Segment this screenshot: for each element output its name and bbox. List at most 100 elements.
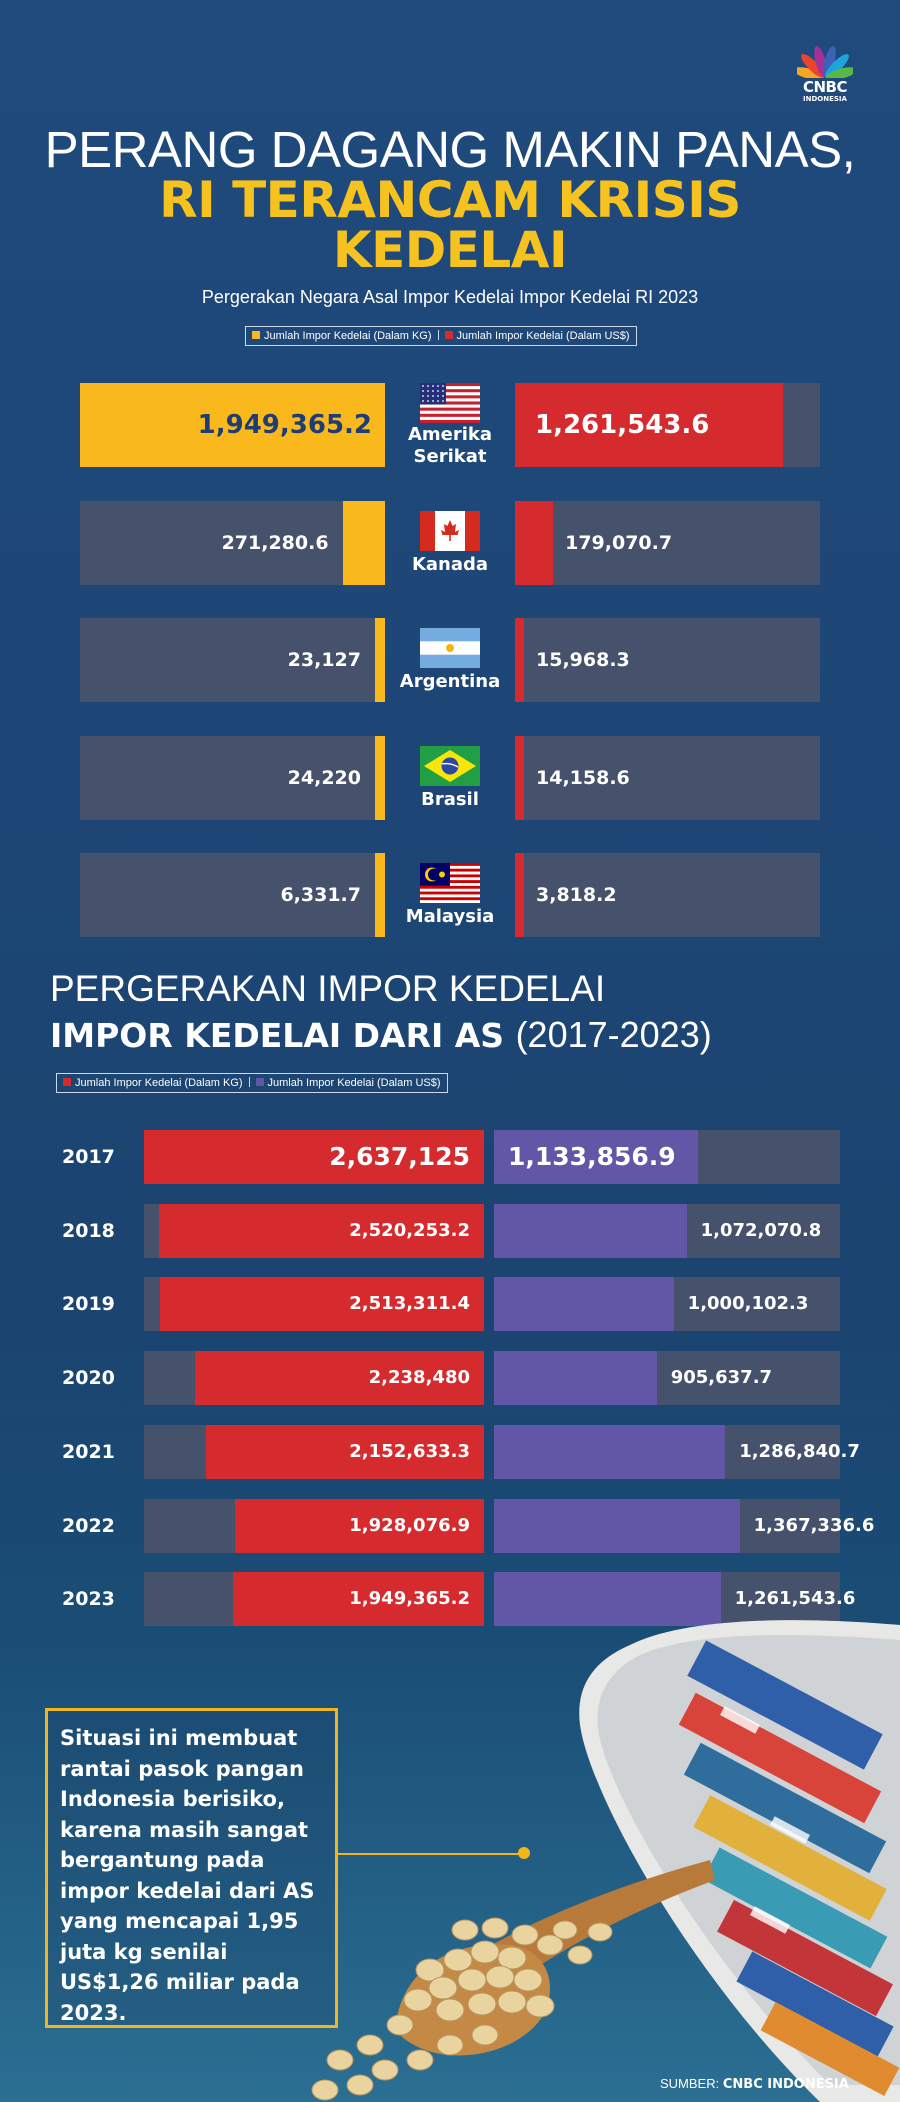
value-label-usd: 1,000,102.3 — [687, 1293, 809, 1315]
malaysia-flag — [420, 863, 480, 903]
year-row: 2019 2,513,311.4 1,000,102.3 — [0, 1277, 900, 1332]
bar-track-usd — [515, 853, 820, 937]
value-label-kg: 23,127 — [287, 649, 361, 671]
country-name: Malaysia — [405, 906, 495, 927]
value-label-usd: 15,968.3 — [536, 649, 630, 671]
bar-usd — [515, 735, 524, 820]
logo-text: CNBC — [802, 78, 848, 96]
note-leader-dot — [518, 1847, 530, 1859]
bar-track-kg — [80, 735, 385, 820]
value-label-kg: 2,238,480 — [368, 1367, 470, 1389]
value-label-kg: 1,949,365.2 — [349, 1588, 470, 1610]
year-label: 2018 — [62, 1219, 115, 1242]
bar-kg — [195, 1351, 484, 1406]
bar-kg — [80, 383, 385, 467]
year-label: 2019 — [62, 1293, 115, 1316]
section2-title-line-1: PERGERAKAN IMPOR KEDELAI — [50, 968, 606, 1009]
containers — [678, 1640, 900, 2096]
bar-kg — [232, 1572, 484, 1627]
bar-track-kg — [80, 853, 385, 937]
year-row: 2023 1,949,365.2 1,261,543.6 — [0, 1572, 900, 1627]
legend-swatch-kg — [252, 331, 260, 339]
chart2-legend: Jumlah Impor Kedelai (Dalam KG) Jumlah Im… — [56, 1073, 448, 1093]
value-label-usd: 905,637.7 — [670, 1367, 773, 1389]
source-prefix: SUMBER: — [660, 2076, 720, 2091]
country-name: Argentina — [399, 671, 501, 692]
bar-track-usd — [515, 500, 820, 585]
bar-kg — [144, 1130, 484, 1184]
year-label: 2021 — [62, 1440, 115, 1463]
bar-track-kg — [80, 618, 385, 702]
bar-kg — [159, 1203, 484, 1258]
value-label-kg: 6,331.7 — [280, 884, 361, 906]
bar-kg — [206, 1424, 484, 1479]
value-label-usd: 3,818.2 — [536, 884, 617, 906]
title-line-1: PERANG DAGANG MAKIN PANAS, — [44, 121, 856, 178]
year-row: 2018 2,520,253.2 1,072,070.8 — [0, 1203, 900, 1258]
bar-usd — [494, 1203, 687, 1258]
soybeans-illustration — [311, 1860, 715, 2101]
us-flag — [420, 383, 480, 423]
year-label: 2020 — [62, 1367, 115, 1390]
bar-kg — [342, 500, 385, 585]
logo-subtext: INDONESIA — [803, 95, 847, 103]
bar-usd — [515, 383, 784, 467]
value-label-usd: 1,367,336.6 — [753, 1514, 875, 1536]
country-row: 6,331.7 3,818.2 Malaysia — [0, 853, 900, 937]
legend-swatch-usd — [444, 331, 453, 339]
bar-usd — [494, 1277, 674, 1332]
legend-label-usd: Jumlah Impor Kedelai (Dalam US$) — [456, 330, 630, 342]
value-label-usd: 1,261,543.6 — [734, 1588, 856, 1610]
bar-track-usd — [515, 618, 820, 702]
legend-label-kg: Jumlah Impor Kedelai (Dalam KG) — [75, 1077, 243, 1089]
value-label-kg: 1,928,076.9 — [349, 1514, 470, 1536]
title-line-2: RI TERANCAM KRISIS — [159, 171, 741, 229]
value-label-usd: 1,261,543.6 — [535, 410, 710, 440]
value-label-kg: 271,280.6 — [221, 531, 329, 554]
value-label-kg: 2,637,125 — [329, 1142, 470, 1171]
value-label-usd: 14,158.6 — [536, 766, 630, 789]
bar-kg — [375, 853, 385, 937]
title-line-3: KEDELAI — [332, 221, 568, 279]
year-row: 2017 2,637,125 1,133,856.9 — [0, 1130, 900, 1184]
container-ship-illustration — [579, 1620, 900, 2102]
bar-kg — [235, 1498, 484, 1553]
country-row: 24,220 14,158.6 Brasil — [0, 735, 900, 820]
country-row: 1,949,365.2 1,261,543.6 Amerika Serikat — [0, 383, 900, 467]
note-box: Situasi ini membuat rantai pasok pangan … — [45, 1708, 338, 2028]
year-label: 2017 — [62, 1146, 115, 1168]
legend-label-usd: Jumlah Impor Kedelai (Dalam US$) — [267, 1077, 441, 1089]
year-row: 2021 2,152,633.3 1,286,840.7 — [0, 1424, 900, 1479]
bar-usd — [515, 853, 524, 937]
country-row: 23,127 15,968.3 Argentina — [0, 618, 900, 702]
bar-usd — [494, 1572, 721, 1627]
source-credit: SUMBER: CNBC INDONESIA — [660, 2076, 849, 2092]
value-label-usd: 1,072,070.8 — [700, 1219, 822, 1241]
country-name: Kanada — [411, 553, 489, 575]
source-name: CNBC INDONESIA — [722, 2077, 849, 2092]
year-label: 2022 — [62, 1514, 115, 1537]
section2-years: (2017-2023) — [515, 1014, 712, 1055]
brazil-flag — [420, 745, 480, 786]
bar-kg — [375, 735, 385, 820]
year-row: 2020 2,238,480 905,637.7 — [0, 1351, 900, 1406]
year-row: 2022 1,928,076.9 1,367,336.6 — [0, 1498, 900, 1553]
value-label-kg: 2,520,253.2 — [349, 1219, 470, 1241]
bar-track-kg — [80, 500, 385, 585]
legend-label-kg: Jumlah Impor Kedelai (Dalam KG) — [264, 330, 432, 342]
section2-title-line-2: IMPOR KEDELAI DARI AS (2017-2023) — [50, 1013, 712, 1058]
bar-usd — [494, 1351, 657, 1406]
country-name: Amerika Serikat — [407, 424, 493, 467]
country-name: Brasil — [421, 788, 479, 810]
legend-swatch-kg — [63, 1078, 71, 1086]
value-label-kg: 2,513,311.4 — [349, 1293, 470, 1315]
chart1-subtitle: Pergerakan Negara Asal Impor Kedelai Imp… — [201, 287, 699, 307]
argentina-flag — [420, 628, 480, 668]
bar-kg — [375, 618, 385, 702]
value-label-kg: 24,220 — [287, 766, 361, 789]
value-label-usd: 179,070.7 — [565, 531, 673, 554]
peacock-icon — [797, 46, 853, 78]
value-label-usd: 1,286,840.7 — [739, 1440, 860, 1462]
value-label-kg: 1,949,365.2 — [197, 410, 372, 440]
